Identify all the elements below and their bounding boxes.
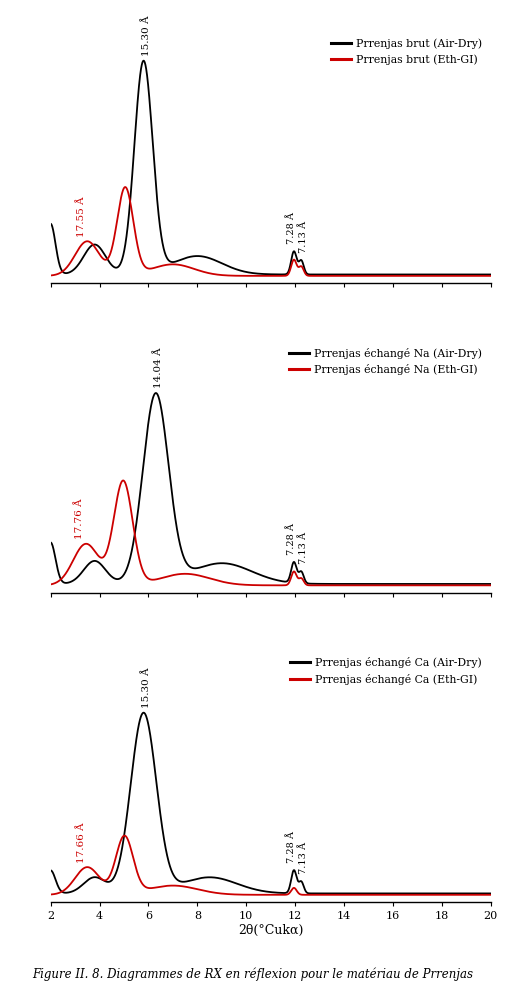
Prrenjas brut (Air-Dry) <box>124 227 130 239</box>
Line: Prrenjas échangé Ca (Air-Dry): Prrenjas échangé Ca (Air-Dry) <box>50 713 490 893</box>
Prrenjas échangé Na (Air-Dry) <box>153 387 159 399</box>
Prrenjas échangé Na (Air-Dry) <box>481 578 487 590</box>
Legend: Prrenjas échangé Ca (Air-Dry), Prrenjas échangé Ca (Eth-GI): Prrenjas échangé Ca (Air-Dry), Prrenjas … <box>287 654 484 688</box>
Prrenjas échangé Na (Eth-GI) <box>487 580 493 592</box>
Prrenjas brut (Eth-GI) <box>487 270 493 282</box>
Text: 7.13 Å: 7.13 Å <box>298 532 307 564</box>
Prrenjas échangé Ca (Eth-GI) <box>124 832 130 844</box>
Prrenjas échangé Ca (Eth-GI) <box>431 889 437 901</box>
Text: 17.76 Å: 17.76 Å <box>75 499 84 539</box>
Prrenjas brut (Air-Dry) <box>140 55 146 67</box>
Line: Prrenjas échangé Na (Air-Dry): Prrenjas échangé Na (Air-Dry) <box>50 393 490 584</box>
Prrenjas brut (Air-Dry) <box>478 268 484 280</box>
Prrenjas échangé Na (Air-Dry) <box>216 557 222 569</box>
Prrenjas brut (Eth-GI) <box>47 269 54 281</box>
Text: 7.28 Å: 7.28 Å <box>286 212 295 245</box>
Prrenjas échangé Ca (Air-Dry) <box>97 873 104 884</box>
Prrenjas brut (Eth-GI) <box>431 270 437 282</box>
Prrenjas brut (Air-Dry) <box>216 256 222 268</box>
Prrenjas échangé Ca (Air-Dry) <box>140 707 146 719</box>
Prrenjas brut (Eth-GI) <box>124 183 130 195</box>
Prrenjas brut (Eth-GI) <box>355 270 361 282</box>
Line: Prrenjas échangé Na (Eth-GI): Prrenjas échangé Na (Eth-GI) <box>50 480 490 586</box>
Prrenjas échangé Na (Air-Dry) <box>47 536 54 548</box>
Prrenjas brut (Air-Dry) <box>487 268 493 280</box>
Prrenjas échangé Na (Eth-GI) <box>120 474 126 486</box>
Prrenjas échangé Na (Air-Dry) <box>124 562 130 574</box>
Prrenjas brut (Eth-GI) <box>97 250 104 262</box>
Prrenjas échangé Na (Air-Dry) <box>478 578 484 590</box>
Prrenjas échangé Ca (Eth-GI) <box>47 888 54 900</box>
Legend: Prrenjas échangé Na (Air-Dry), Prrenjas échangé Na (Eth-GI): Prrenjas échangé Na (Air-Dry), Prrenjas … <box>285 344 484 379</box>
Prrenjas échangé Ca (Air-Dry) <box>445 887 451 899</box>
Prrenjas échangé Ca (Air-Dry) <box>216 873 222 884</box>
Prrenjas échangé Na (Air-Dry) <box>487 578 493 590</box>
Prrenjas échangé Ca (Eth-GI) <box>478 889 484 901</box>
Prrenjas échangé Na (Eth-GI) <box>431 580 437 592</box>
Prrenjas échangé Na (Eth-GI) <box>235 579 241 591</box>
Prrenjas échangé Na (Air-Dry) <box>235 560 241 572</box>
Prrenjas échangé Na (Eth-GI) <box>97 552 104 564</box>
Prrenjas brut (Air-Dry) <box>47 218 54 230</box>
Text: 15.30 Å: 15.30 Å <box>142 668 150 708</box>
Prrenjas brut (Air-Dry) <box>97 243 104 254</box>
Line: Prrenjas brut (Eth-GI): Prrenjas brut (Eth-GI) <box>50 187 490 276</box>
Text: 17.66 Å: 17.66 Å <box>77 822 85 863</box>
Prrenjas brut (Air-Dry) <box>235 264 241 276</box>
X-axis label: 2θ(°Cukα): 2θ(°Cukα) <box>237 924 303 937</box>
Line: Prrenjas brut (Air-Dry): Prrenjas brut (Air-Dry) <box>50 61 490 274</box>
Line: Prrenjas échangé Ca (Eth-GI): Prrenjas échangé Ca (Eth-GI) <box>50 835 490 895</box>
Prrenjas échangé Na (Eth-GI) <box>396 580 402 592</box>
Prrenjas échangé Ca (Eth-GI) <box>383 889 389 901</box>
Prrenjas échangé Ca (Air-Dry) <box>478 887 484 899</box>
Prrenjas échangé Ca (Air-Dry) <box>431 887 437 899</box>
Prrenjas échangé Ca (Air-Dry) <box>124 810 130 821</box>
Prrenjas échangé Na (Eth-GI) <box>478 580 484 592</box>
Prrenjas échangé Ca (Air-Dry) <box>235 879 241 890</box>
Prrenjas échangé Ca (Eth-GI) <box>97 873 104 884</box>
Prrenjas échangé Ca (Eth-GI) <box>235 888 241 900</box>
Prrenjas échangé Ca (Eth-GI) <box>216 887 222 899</box>
Prrenjas échangé Ca (Air-Dry) <box>487 887 493 899</box>
Prrenjas échangé Ca (Air-Dry) <box>47 865 54 877</box>
Prrenjas brut (Air-Dry) <box>431 268 437 280</box>
Text: 17.55 Å: 17.55 Å <box>77 196 85 237</box>
Text: 7.28 Å: 7.28 Å <box>286 831 295 863</box>
Text: 15.30 Å: 15.30 Å <box>142 16 150 56</box>
Prrenjas échangé Ca (Eth-GI) <box>487 889 493 901</box>
Text: 7.13 Å: 7.13 Å <box>298 842 307 875</box>
Prrenjas échangé Na (Air-Dry) <box>97 558 104 570</box>
Prrenjas échangé Na (Eth-GI) <box>47 579 54 591</box>
Prrenjas brut (Air-Dry) <box>408 268 414 280</box>
Prrenjas échangé Ca (Eth-GI) <box>121 829 127 841</box>
Prrenjas échangé Na (Air-Dry) <box>431 578 437 590</box>
Text: 14.04 Å: 14.04 Å <box>154 348 163 388</box>
Prrenjas échangé Na (Eth-GI) <box>216 575 222 587</box>
Text: 7.13 Å: 7.13 Å <box>298 221 307 253</box>
Prrenjas brut (Eth-GI) <box>235 270 241 282</box>
Legend: Prrenjas brut (Air-Dry), Prrenjas brut (Eth-GI): Prrenjas brut (Air-Dry), Prrenjas brut (… <box>327 35 484 68</box>
Prrenjas brut (Eth-GI) <box>216 269 222 281</box>
Text: Figure II. 8. Diagrammes de RX en réflexion pour le matériau de Prrenjas: Figure II. 8. Diagrammes de RX en réflex… <box>32 967 473 981</box>
Prrenjas brut (Eth-GI) <box>478 270 484 282</box>
Prrenjas échangé Na (Eth-GI) <box>124 483 130 495</box>
Prrenjas brut (Eth-GI) <box>122 181 128 193</box>
Text: 7.28 Å: 7.28 Å <box>286 523 295 555</box>
